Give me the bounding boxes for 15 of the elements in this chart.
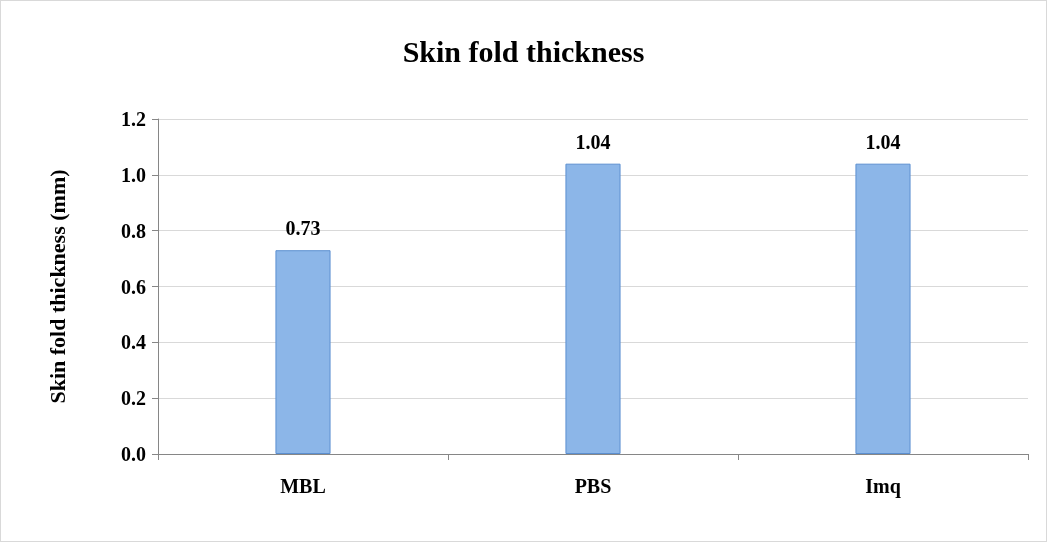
x-tick-label: MBL [280, 475, 326, 497]
chart-title: Skin fold thickness [402, 34, 645, 68]
y-tick-label: 0.0 [121, 443, 146, 465]
data-label: 1.04 [575, 130, 611, 153]
data-label: 0.73 [285, 217, 321, 240]
y-axis-title: Skin fold thickness (mm) [44, 169, 70, 404]
y-tick-label: 1.2 [121, 108, 146, 130]
y-tick-label: 1.0 [121, 163, 146, 186]
y-tick-label: 0.6 [121, 275, 146, 298]
x-tick-label: Imq [865, 475, 901, 498]
y-tick-label: 0.8 [121, 219, 146, 242]
x-tick-label: PBS [574, 475, 612, 497]
y-tick-label: 0.4 [121, 331, 146, 354]
data-label: 1.04 [865, 130, 901, 153]
y-tick-label: 0.2 [121, 387, 146, 410]
